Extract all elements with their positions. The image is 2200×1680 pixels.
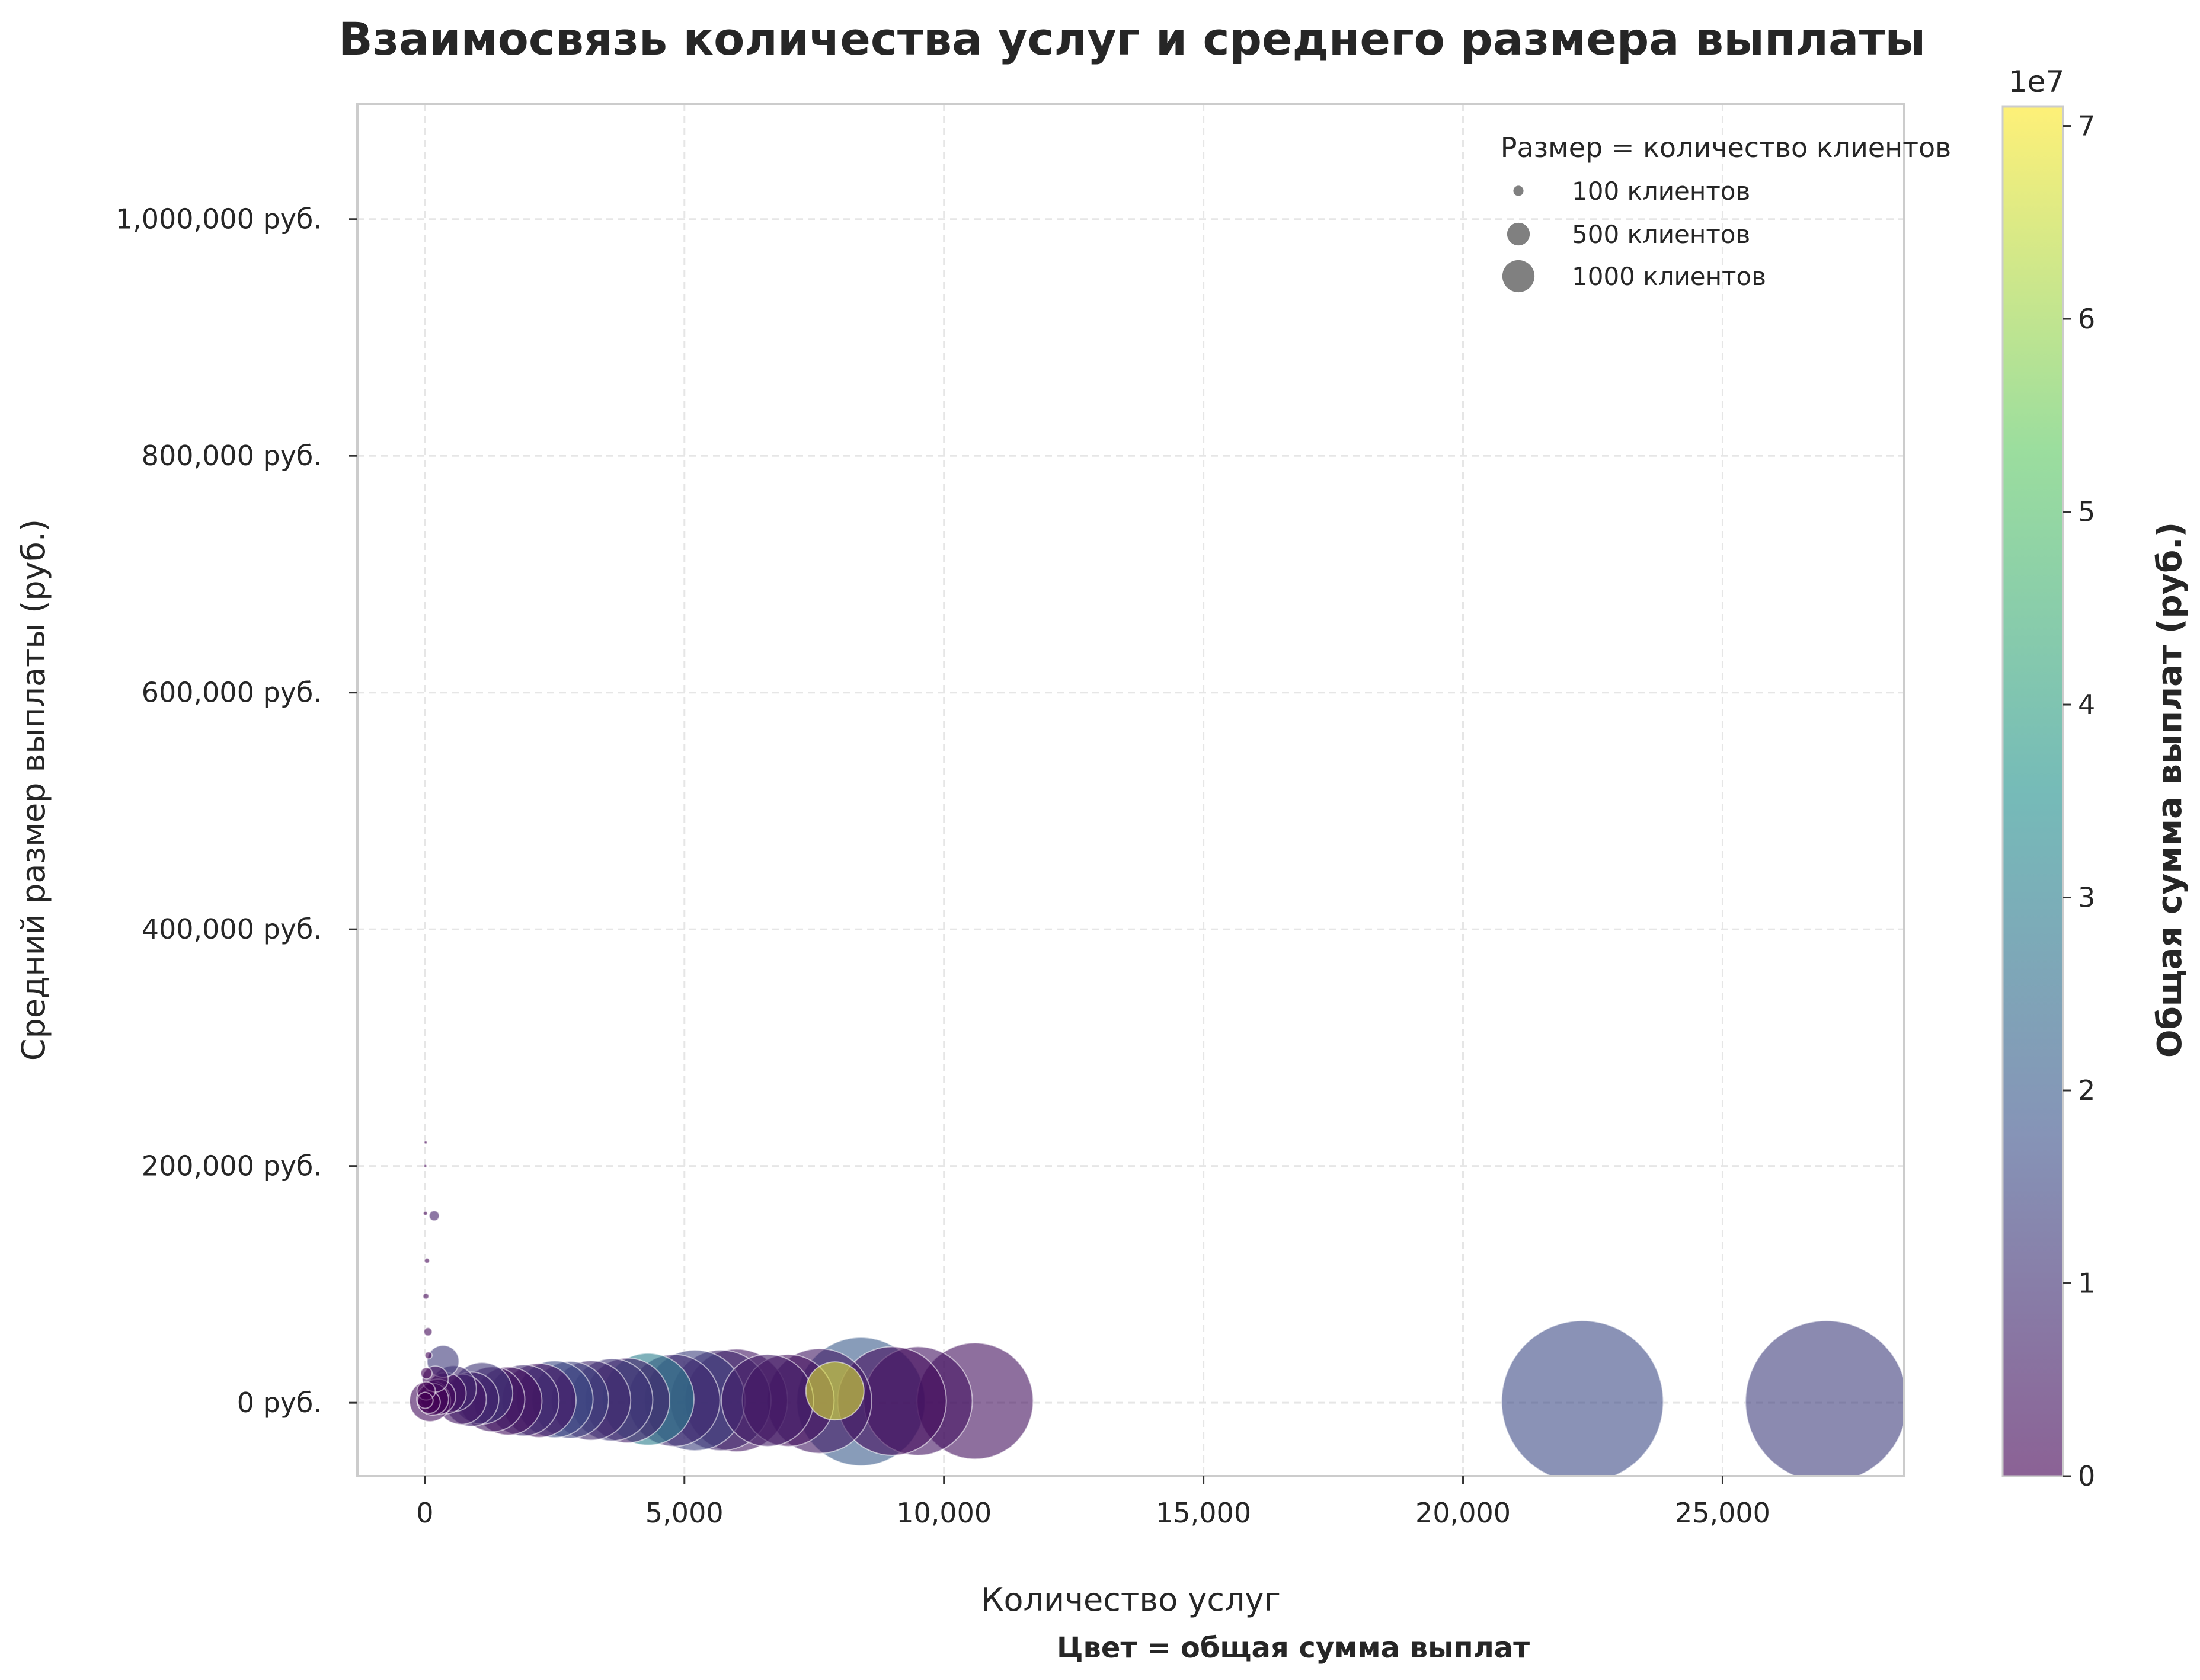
data-point xyxy=(423,1140,428,1145)
data-point xyxy=(424,1257,430,1264)
data-point xyxy=(721,1353,814,1447)
x-axis-ticks: 0 5,000 10,000 15,000 20,000 25,000 xyxy=(416,1476,1770,1529)
legend-entry-label: 100 клиентов xyxy=(1572,177,1750,206)
legend-title: Размер = количество клиентов xyxy=(1501,132,1952,164)
data-point xyxy=(423,1164,428,1169)
color-note: Цвет = общая сумма выплат xyxy=(1057,1631,1530,1665)
colorbar-tick-label: 5 xyxy=(2078,496,2095,528)
data-point xyxy=(422,1292,430,1300)
x-axis-label: Количество услуг xyxy=(981,1581,1281,1618)
data-point xyxy=(805,1361,865,1421)
y-tick-label: 200,000 руб. xyxy=(142,1150,322,1182)
x-tick-label: 5,000 xyxy=(645,1497,724,1529)
data-point xyxy=(424,1351,433,1360)
data-point xyxy=(1501,1320,1664,1476)
y-tick-label: 0 руб. xyxy=(237,1387,322,1419)
y-tick-label: 1,000,000 руб. xyxy=(116,203,322,235)
y-tick-label: 800,000 руб. xyxy=(142,440,322,472)
colorbar-ticks: 0 1 2 3 4 5 6 7 xyxy=(2063,110,2095,1492)
x-tick-label: 20,000 xyxy=(1415,1497,1511,1529)
legend-marker xyxy=(1502,260,1535,293)
data-point xyxy=(423,1327,433,1337)
data-point xyxy=(416,1391,434,1409)
data-points xyxy=(408,1140,1904,1476)
colorbar-tick-label: 0 xyxy=(2078,1460,2095,1492)
y-axis-label: Средний размер выплаты (руб.) xyxy=(15,519,52,1061)
data-point xyxy=(423,1211,429,1217)
colorbar-offset-label: 1e7 xyxy=(2009,65,2064,99)
plot-frame xyxy=(356,103,1905,1477)
colorbar-tick-label: 7 xyxy=(2078,110,2095,142)
colorbar-gradient xyxy=(2001,105,2064,1477)
x-tick-label: 0 xyxy=(416,1497,433,1529)
plot-area xyxy=(357,104,1904,1476)
legend: Размер = количество клиентов 100 клиенто… xyxy=(1501,132,1952,293)
y-axis-ticks: 0 руб. 200,000 руб. 400,000 руб. 600,000 ру… xyxy=(116,203,357,1419)
y-tick-label: 600,000 руб. xyxy=(142,677,322,709)
y-tick-label: 400,000 руб. xyxy=(142,913,322,945)
data-point xyxy=(1745,1320,1904,1476)
x-tick-label: 25,000 xyxy=(1675,1497,1770,1529)
colorbar-tick-label: 3 xyxy=(2078,882,2095,914)
chart-title: Взаимосвязь количества услуг и среднего … xyxy=(338,12,1926,65)
colorbar-tick-label: 6 xyxy=(2078,303,2095,335)
legend-marker xyxy=(1507,222,1530,246)
x-tick-label: 15,000 xyxy=(1156,1497,1251,1529)
colorbar-label: Общая сумма выплат (руб.) xyxy=(2151,522,2189,1058)
colorbar: 1e7 0 1 2 3 4 5 6 7 Общая сумма выплат (руб.) xyxy=(2001,65,2189,1492)
colorbar-tick-label: 2 xyxy=(2078,1074,2095,1106)
x-tick-label: 10,000 xyxy=(896,1497,992,1529)
colorbar-tick-label: 4 xyxy=(2078,689,2095,721)
grid xyxy=(357,104,1904,1476)
data-point xyxy=(420,1367,433,1380)
data-point xyxy=(429,1210,440,1222)
legend-marker xyxy=(1513,185,1524,196)
legend-entry-label: 1000 клиентов xyxy=(1572,262,1766,291)
colorbar-tick-label: 1 xyxy=(2078,1268,2095,1300)
legend-entry-label: 500 клиентов xyxy=(1572,220,1750,249)
